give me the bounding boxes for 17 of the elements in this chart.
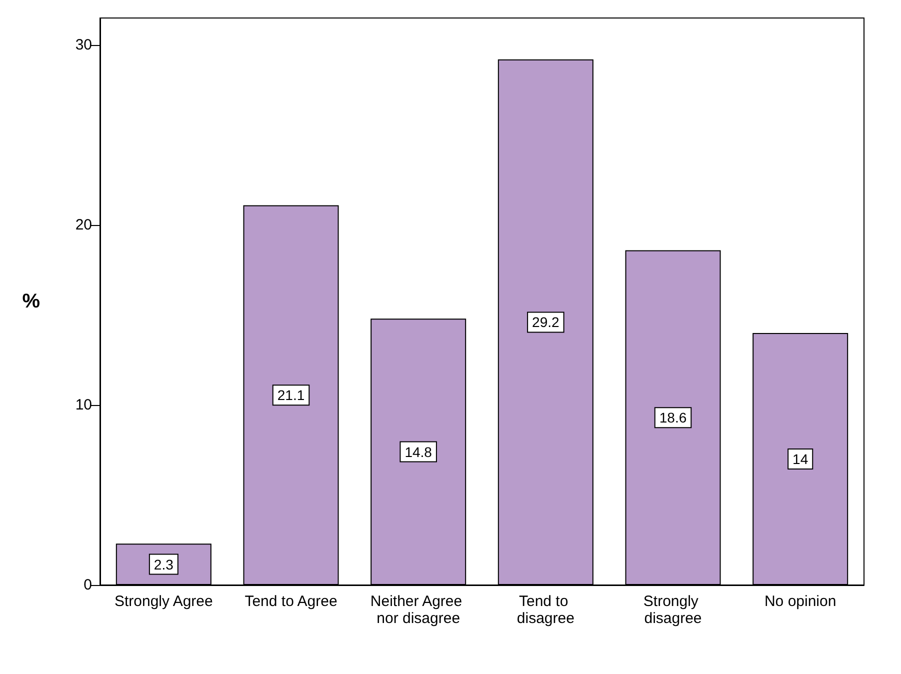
x-tick-label: Neither Agree nor disagree (370, 593, 466, 627)
x-tick-label: Tend to Agree (244, 593, 338, 610)
y-tick-label: 20 (75, 216, 92, 234)
data-label: 21.1 (277, 387, 305, 404)
x-tick-label: Strongly disagree (643, 593, 703, 627)
y-tick-label: 0 (84, 576, 92, 594)
x-tick-label: Strongly Agree (114, 593, 213, 610)
data-label: 29.2 (532, 314, 560, 330)
y-tick-label: 10 (75, 396, 92, 414)
y-axis-title: % (22, 290, 40, 312)
data-label: 14 (792, 451, 808, 467)
data-label: 14.8 (404, 444, 432, 460)
y-tick-label: 30 (75, 36, 92, 54)
x-tick-label: No opinion (764, 593, 836, 610)
data-label: 18.6 (659, 410, 687, 426)
data-label: 2.3 (154, 556, 174, 572)
x-tick-label: Tend to disagree (516, 593, 574, 627)
